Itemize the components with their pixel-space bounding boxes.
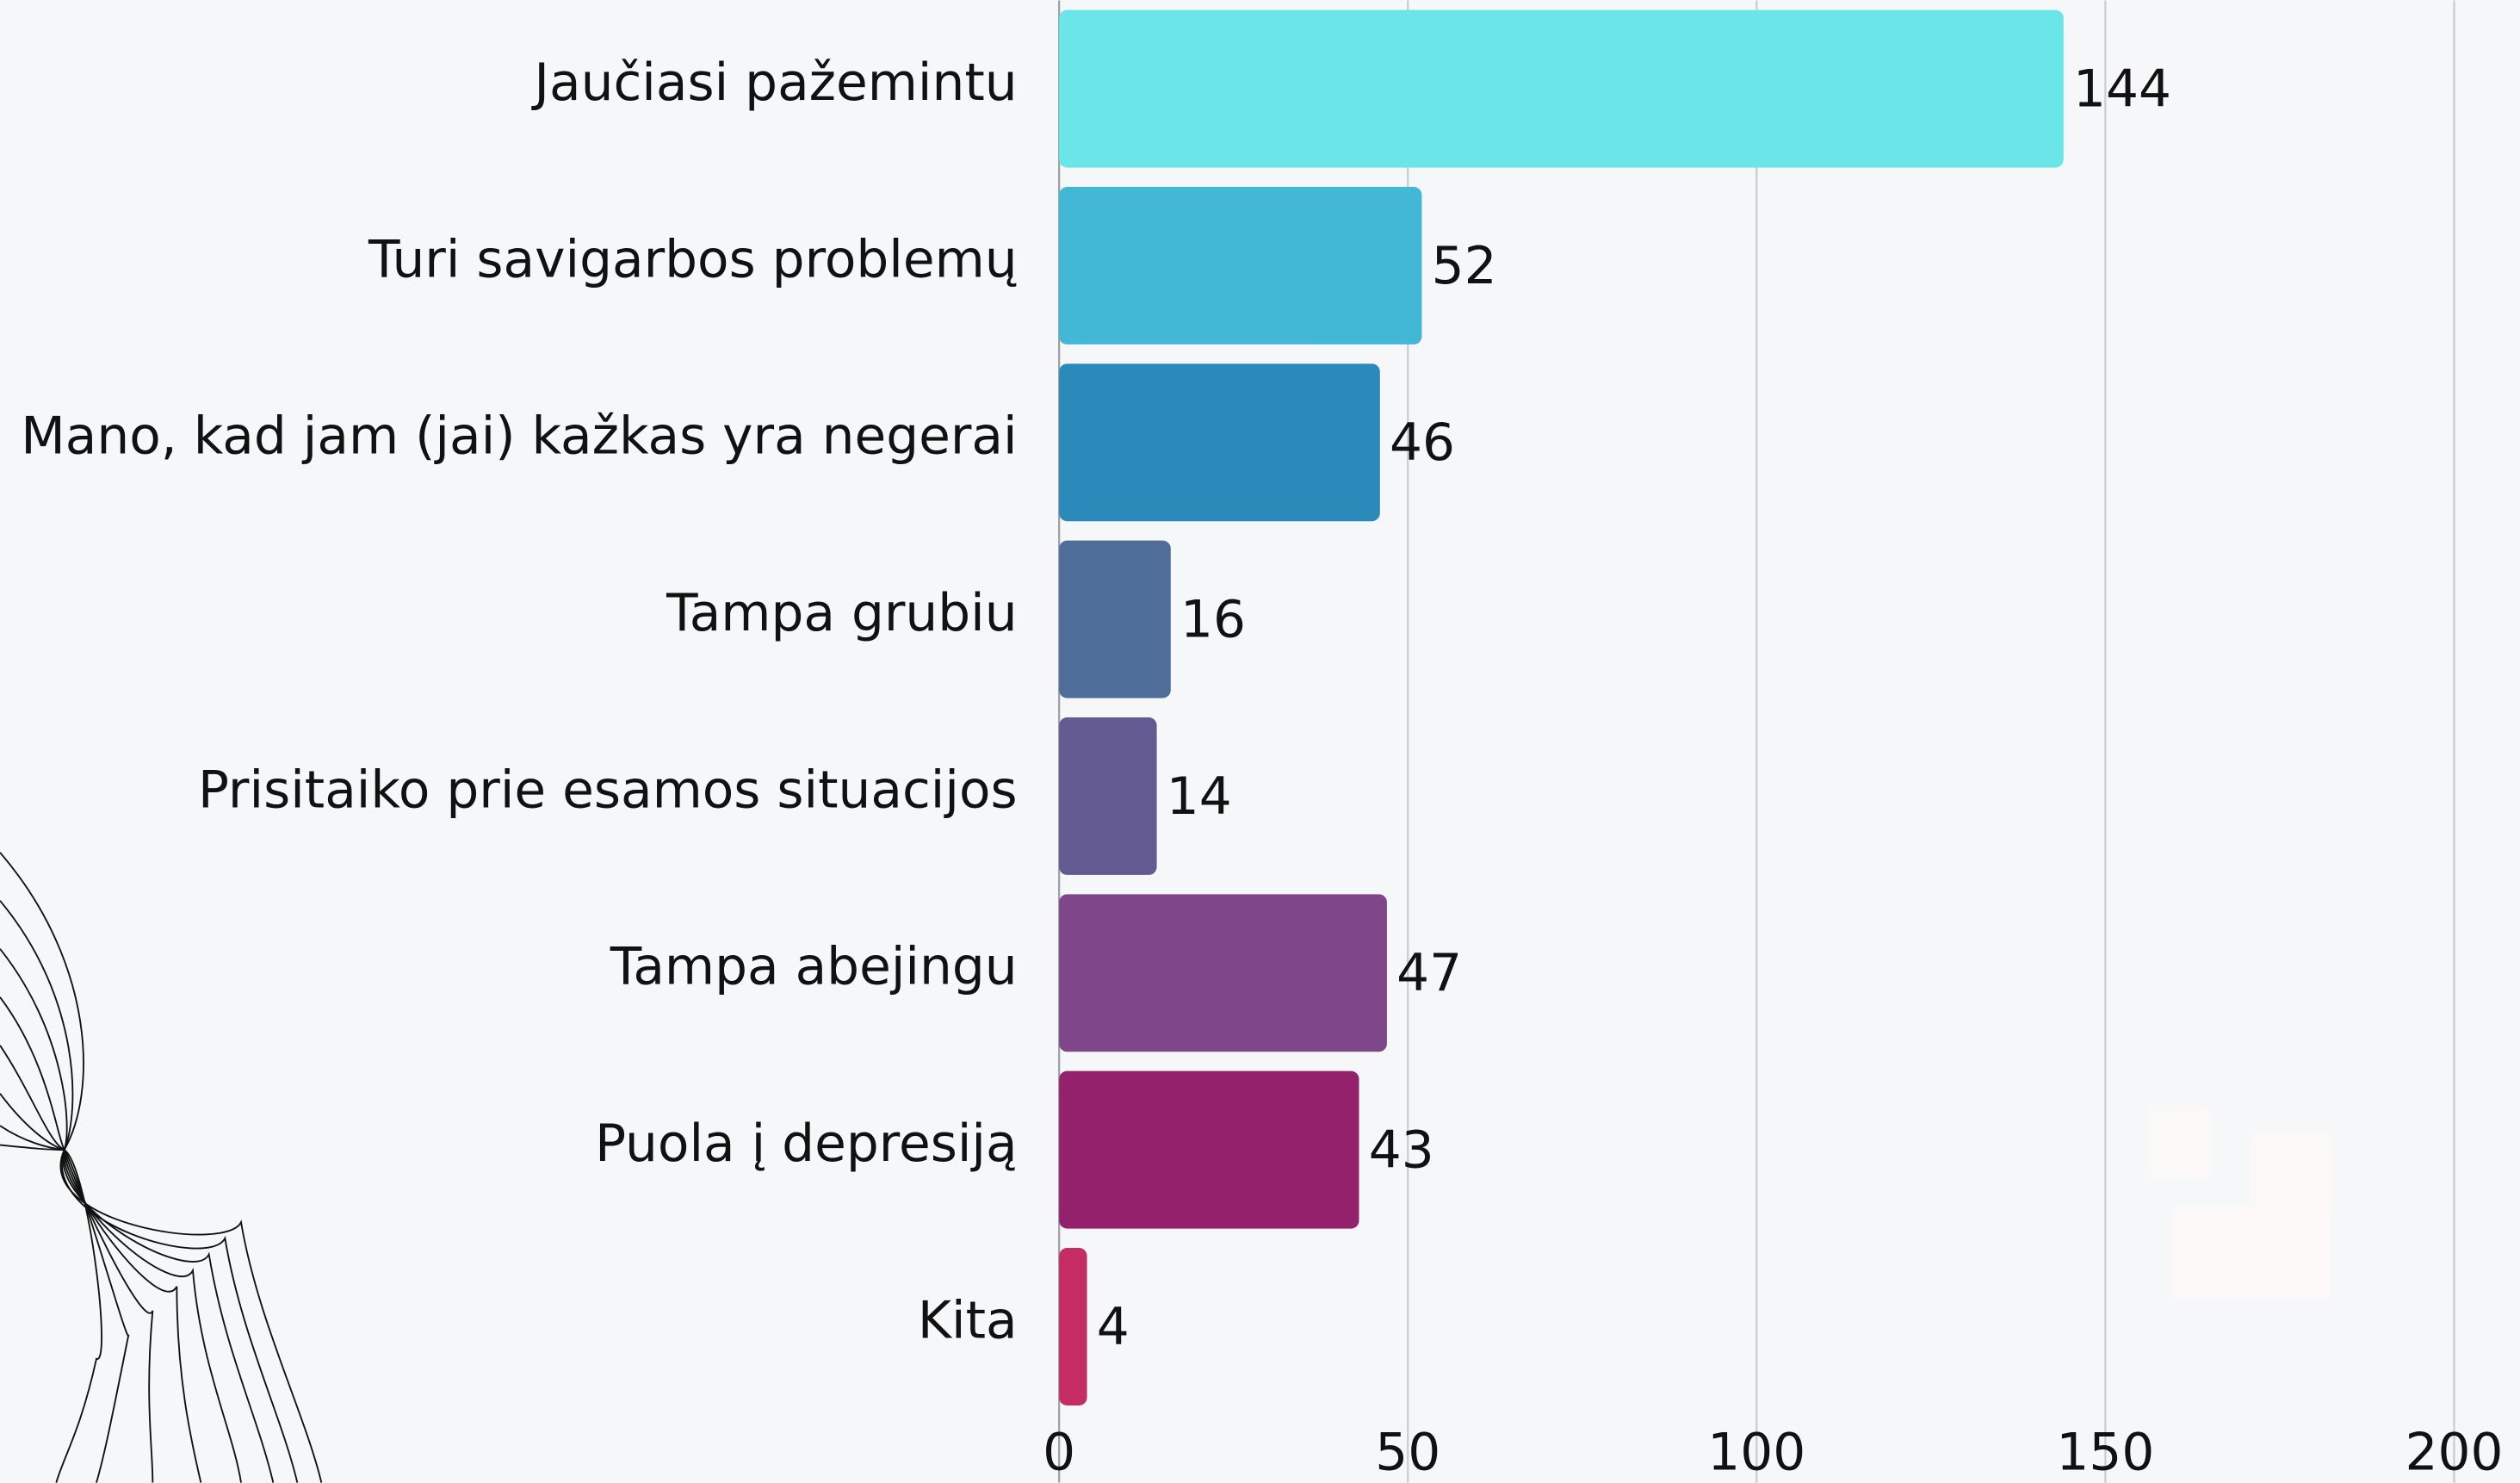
x-tick-label: 200	[2405, 1423, 2503, 1482]
bar	[1059, 363, 1380, 522]
y-tick-label: Puola į depresiją	[595, 1114, 1018, 1174]
bar	[1059, 186, 1422, 344]
value-label: 43	[1369, 1120, 1434, 1180]
value-label: 144	[2073, 59, 2171, 119]
y-tick-label: Jaučiasi pažemintu	[530, 53, 1017, 113]
y-tick-label: Kita	[918, 1291, 1018, 1350]
value-label: 46	[1390, 413, 1455, 473]
bar	[1059, 1070, 1359, 1229]
y-tick-label: Prisitaiko prie esamos situacijos	[198, 760, 1018, 820]
x-tick-label: 150	[2056, 1423, 2154, 1482]
y-tick-label: Mano, kad jam (jai) kažkas yra negerai	[21, 407, 1017, 467]
x-tick-label: 0	[1043, 1423, 1075, 1482]
y-tick-label: Tampa grubiu	[666, 584, 1018, 643]
bar	[1059, 717, 1157, 875]
bar	[1059, 9, 2064, 168]
bar	[1059, 540, 1171, 698]
value-label: 16	[1180, 590, 1246, 649]
bar	[1059, 1248, 1087, 1405]
value-label: 14	[1167, 767, 1232, 827]
value-label: 4	[1097, 1298, 1130, 1357]
value-label: 47	[1396, 944, 1462, 1003]
bar	[1059, 894, 1387, 1052]
y-tick-label: Turi savigarbos problemų	[368, 230, 1018, 289]
decorative-waves	[0, 852, 323, 1483]
y-tick-label: Tampa abejingu	[610, 938, 1018, 997]
x-tick-label: 100	[1707, 1423, 1805, 1482]
value-label: 52	[1432, 237, 1497, 296]
decorative-puzzle	[2145, 1106, 2334, 1300]
x-tick-label: 50	[1375, 1423, 1440, 1482]
